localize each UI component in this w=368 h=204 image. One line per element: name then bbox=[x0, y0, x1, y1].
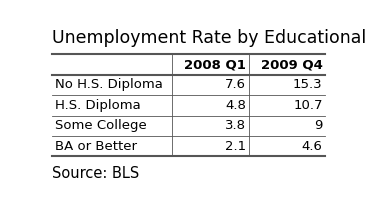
Text: Source: BLS: Source: BLS bbox=[52, 166, 139, 181]
Text: 4.6: 4.6 bbox=[302, 140, 323, 153]
Text: 2009 Q4: 2009 Q4 bbox=[261, 58, 323, 71]
Text: 2008 Q1: 2008 Q1 bbox=[184, 58, 246, 71]
Text: 9: 9 bbox=[314, 119, 323, 132]
Text: Some College: Some College bbox=[54, 119, 146, 132]
Text: 3.8: 3.8 bbox=[225, 119, 246, 132]
Text: 10.7: 10.7 bbox=[293, 99, 323, 112]
Text: 15.3: 15.3 bbox=[293, 79, 323, 91]
Text: BA or Better: BA or Better bbox=[54, 140, 137, 153]
Text: 7.6: 7.6 bbox=[225, 79, 246, 91]
Text: Unemployment Rate by Educational Level: Unemployment Rate by Educational Level bbox=[52, 29, 368, 47]
Text: H.S. Diploma: H.S. Diploma bbox=[54, 99, 140, 112]
Text: 2.1: 2.1 bbox=[225, 140, 246, 153]
Text: 4.8: 4.8 bbox=[225, 99, 246, 112]
Text: No H.S. Diploma: No H.S. Diploma bbox=[54, 79, 162, 91]
